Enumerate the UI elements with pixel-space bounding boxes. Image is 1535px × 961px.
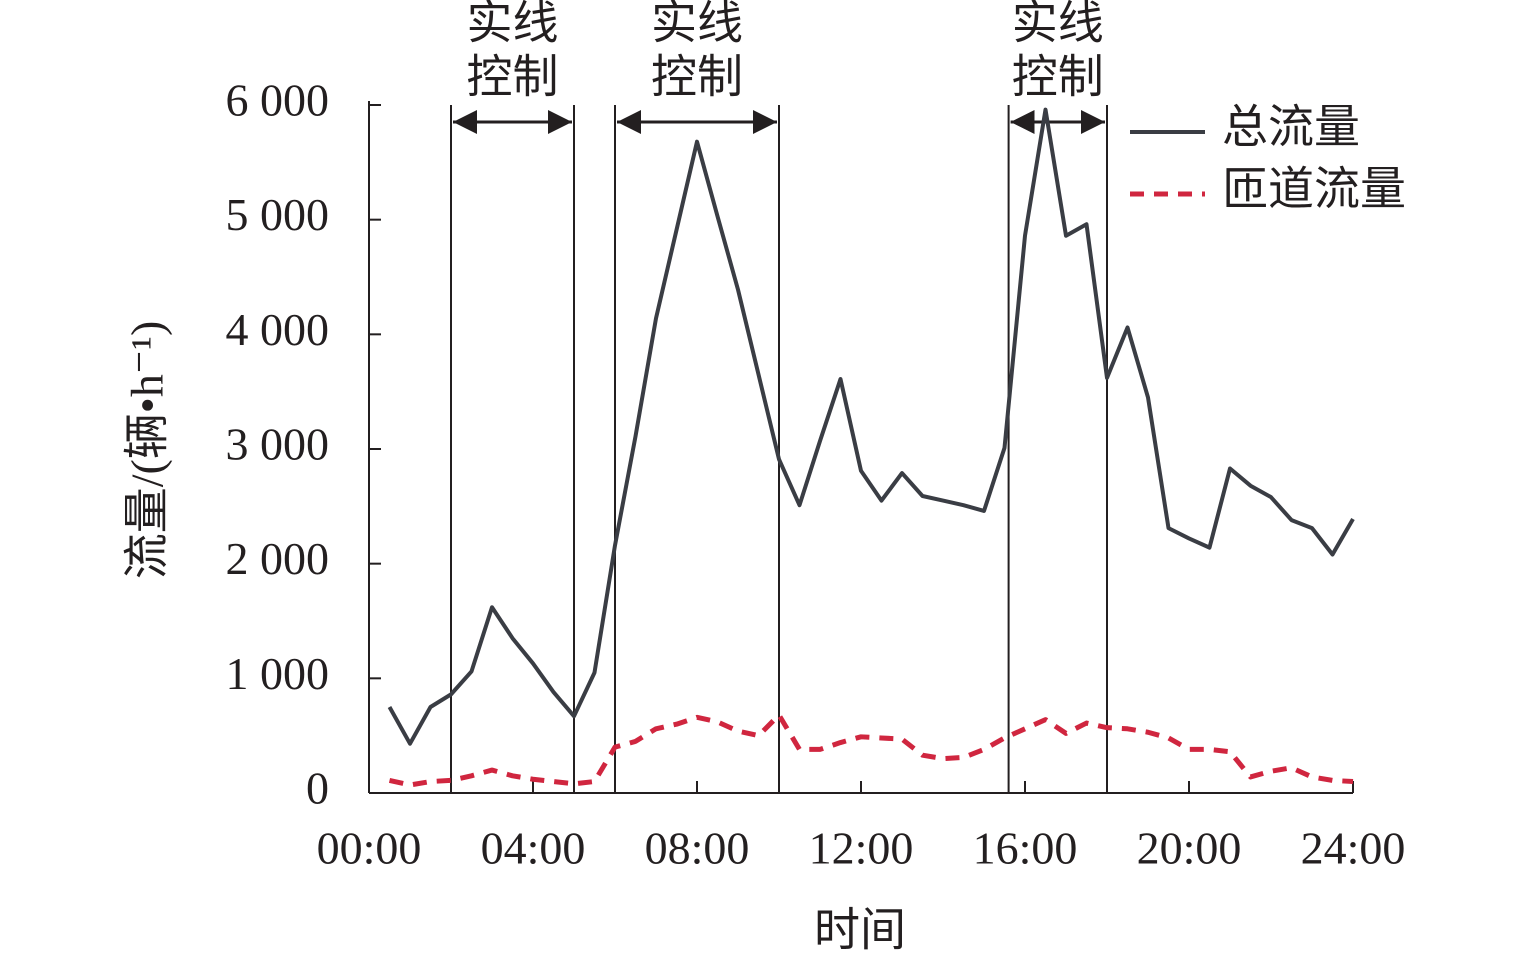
legend-label: 匝道流量 (1222, 164, 1406, 215)
annotation-label: 控制 (651, 52, 743, 103)
y-tick-label: 3 000 (226, 419, 330, 470)
series-line (387, 107, 1355, 746)
x-axis-label: 时间 (814, 905, 906, 956)
series-line (388, 712, 1354, 788)
annotation-label: 实线 (467, 0, 559, 49)
y-tick-label: 1 000 (226, 648, 330, 699)
y-axis-label: 流量/(辆•h⁻¹) (122, 321, 173, 580)
x-tick-label: 04:00 (481, 823, 586, 874)
x-tick-label: 12:00 (809, 823, 914, 874)
y-tick-label: 5 000 (226, 189, 330, 240)
x-tick-label: 20:00 (1137, 823, 1242, 874)
annotation-label: 实线 (1012, 0, 1104, 49)
y-tick-label: 4 000 (226, 304, 330, 355)
x-tick-label: 00:00 (317, 823, 422, 874)
y-tick-label: 0 (306, 763, 329, 814)
x-tick-label: 08:00 (645, 823, 750, 874)
annotation-label: 控制 (1012, 52, 1104, 103)
x-tick-label: 24:00 (1301, 823, 1406, 874)
x-tick-label: 16:00 (973, 823, 1078, 874)
annotation-label: 控制 (467, 52, 559, 103)
annotation-label: 实线 (651, 0, 743, 49)
legend-label: 总流量 (1222, 102, 1360, 153)
y-tick-label: 2 000 (226, 533, 330, 584)
y-tick-label: 6 000 (226, 75, 330, 126)
